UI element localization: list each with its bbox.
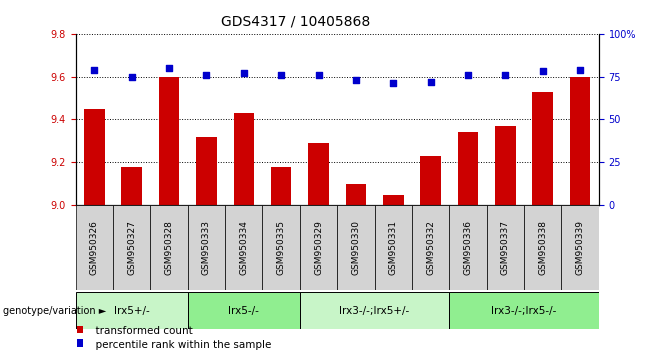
Bar bbox=[487, 205, 524, 290]
Text: GSM950331: GSM950331 bbox=[389, 220, 398, 275]
Bar bbox=[225, 205, 263, 290]
Text: GSM950328: GSM950328 bbox=[164, 220, 174, 275]
Text: GSM950338: GSM950338 bbox=[538, 220, 547, 275]
Text: GDS4317 / 10405868: GDS4317 / 10405868 bbox=[220, 14, 370, 28]
Bar bbox=[345, 184, 367, 205]
Text: transformed count: transformed count bbox=[89, 326, 193, 336]
Text: GSM950336: GSM950336 bbox=[463, 220, 472, 275]
Bar bbox=[412, 205, 449, 290]
Bar bbox=[524, 205, 561, 290]
Text: GSM950327: GSM950327 bbox=[127, 220, 136, 275]
Text: GSM950332: GSM950332 bbox=[426, 220, 435, 275]
Text: lrx5+/-: lrx5+/- bbox=[114, 306, 149, 316]
Text: GSM950335: GSM950335 bbox=[276, 220, 286, 275]
Bar bbox=[188, 292, 300, 329]
Bar bbox=[271, 167, 291, 205]
Point bbox=[500, 72, 511, 78]
Bar bbox=[420, 156, 441, 205]
Text: lrx3-/-;lrx5+/-: lrx3-/-;lrx5+/- bbox=[340, 306, 410, 316]
Bar bbox=[76, 292, 188, 329]
Text: GSM950334: GSM950334 bbox=[240, 220, 248, 275]
Point bbox=[201, 72, 212, 78]
Bar bbox=[151, 205, 188, 290]
Point bbox=[351, 77, 361, 83]
Point bbox=[425, 79, 436, 85]
Bar bbox=[383, 195, 403, 205]
Point bbox=[89, 67, 99, 73]
Text: GSM950329: GSM950329 bbox=[314, 220, 323, 275]
Bar bbox=[532, 92, 553, 205]
Point bbox=[126, 74, 137, 79]
Point bbox=[463, 72, 473, 78]
Bar bbox=[308, 143, 329, 205]
Bar bbox=[495, 126, 516, 205]
Bar bbox=[84, 109, 105, 205]
Text: GSM950337: GSM950337 bbox=[501, 220, 510, 275]
Bar bbox=[263, 205, 300, 290]
Point bbox=[164, 65, 174, 71]
Point bbox=[388, 81, 399, 86]
Text: percentile rank within the sample: percentile rank within the sample bbox=[89, 340, 271, 350]
Text: lrx3-/-;lrx5-/-: lrx3-/-;lrx5-/- bbox=[492, 306, 557, 316]
Bar bbox=[113, 205, 151, 290]
Text: GSM950339: GSM950339 bbox=[576, 220, 584, 275]
Text: GSM950330: GSM950330 bbox=[351, 220, 361, 275]
Bar bbox=[122, 167, 142, 205]
Bar bbox=[300, 292, 449, 329]
Point bbox=[313, 72, 324, 78]
Bar bbox=[300, 205, 338, 290]
Point bbox=[276, 72, 286, 78]
Bar bbox=[570, 76, 590, 205]
Text: GSM950326: GSM950326 bbox=[90, 220, 99, 275]
Bar bbox=[234, 113, 254, 205]
Bar bbox=[458, 132, 478, 205]
Bar bbox=[76, 326, 83, 333]
Bar bbox=[196, 137, 216, 205]
Point bbox=[538, 69, 548, 74]
Text: GSM950333: GSM950333 bbox=[202, 220, 211, 275]
Bar bbox=[76, 205, 113, 290]
Bar bbox=[449, 292, 599, 329]
Bar bbox=[561, 205, 599, 290]
Bar bbox=[374, 205, 412, 290]
Text: genotype/variation ►: genotype/variation ► bbox=[3, 306, 107, 316]
Bar bbox=[188, 205, 225, 290]
Point bbox=[239, 70, 249, 76]
Bar bbox=[338, 205, 374, 290]
Bar bbox=[449, 205, 487, 290]
Bar bbox=[76, 339, 83, 347]
Text: lrx5-/-: lrx5-/- bbox=[228, 306, 259, 316]
Point bbox=[575, 67, 586, 73]
Bar bbox=[159, 76, 180, 205]
